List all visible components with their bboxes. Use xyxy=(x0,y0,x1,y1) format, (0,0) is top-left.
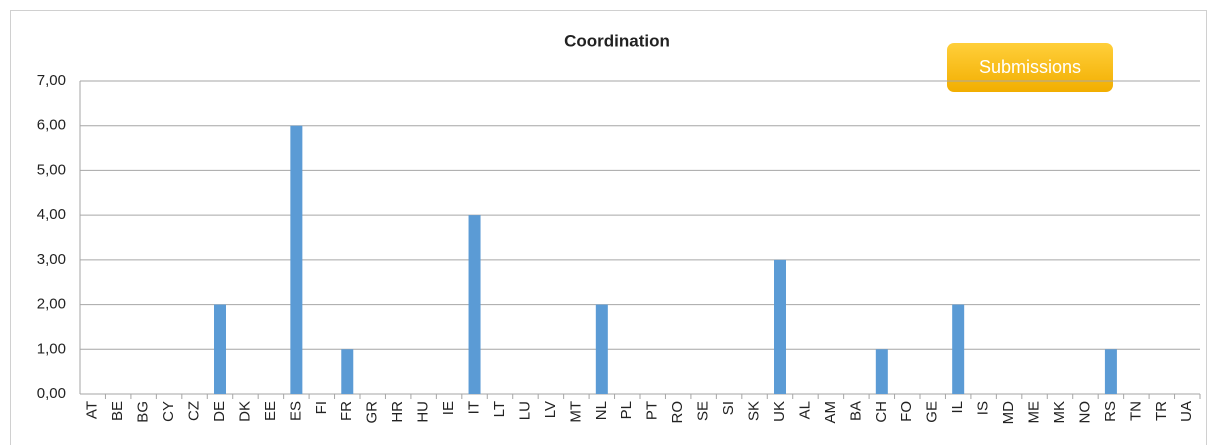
x-tick-label: NO xyxy=(1076,401,1093,424)
y-tick-label: 4,00 xyxy=(37,206,66,223)
bar xyxy=(875,349,888,394)
x-tick-label: CY xyxy=(160,401,177,422)
x-tick-label: ES xyxy=(287,401,304,421)
y-tick-label: 0,00 xyxy=(37,385,66,402)
x-tick-label: BA xyxy=(847,401,864,421)
x-tick-label: IE xyxy=(440,401,457,415)
x-tick-label: MD xyxy=(1000,401,1017,424)
x-tick-label: CH xyxy=(873,401,890,423)
x-tick-label: FI xyxy=(313,401,330,414)
x-tick-label: LU xyxy=(516,401,533,420)
bar xyxy=(952,304,965,394)
bar xyxy=(595,304,608,394)
bar xyxy=(468,215,481,394)
x-tick-label: SK xyxy=(746,401,763,421)
x-tick-label: SI xyxy=(720,401,737,415)
x-tick-label: BE xyxy=(109,401,126,421)
y-tick-label: 5,00 xyxy=(37,161,66,178)
button-label[interactable]: Submissions xyxy=(979,57,1081,77)
bar xyxy=(774,259,786,394)
x-tick-label: IS xyxy=(975,401,992,415)
x-tick-label: RS xyxy=(1102,401,1119,422)
bar xyxy=(1104,349,1117,394)
x-tick-label: MT xyxy=(567,401,584,423)
x-tick-label: DE xyxy=(211,401,228,422)
y-tick-label: 2,00 xyxy=(37,296,66,313)
x-tick-label: RO xyxy=(669,401,686,424)
y-tick-label: 1,00 xyxy=(37,340,66,357)
x-tick-label: FR xyxy=(338,401,355,421)
x-tick-label: CZ xyxy=(186,401,203,421)
bar xyxy=(290,125,303,394)
x-tick-label: HU xyxy=(415,401,432,423)
x-tick-label: EE xyxy=(262,401,279,421)
x-tick-label: DK xyxy=(236,401,253,422)
x-tick-label: GE xyxy=(924,401,941,423)
x-tick-label: LV xyxy=(542,401,559,418)
x-tick-label: HR xyxy=(389,401,406,423)
x-tick-label: UK xyxy=(771,401,788,422)
x-tick-label: TR xyxy=(1153,401,1170,421)
y-tick-label: 3,00 xyxy=(37,251,66,268)
x-tick-label: LT xyxy=(491,401,508,417)
x-tick-label: ME xyxy=(1026,401,1043,424)
x-tick-label: PL xyxy=(618,401,635,419)
bar xyxy=(214,304,226,394)
y-tick-label: 6,00 xyxy=(37,117,66,134)
button-background[interactable] xyxy=(947,43,1113,92)
x-tick-label: IT xyxy=(466,401,483,414)
x-tick-label: UA xyxy=(1178,401,1195,422)
x-tick-label: BG xyxy=(135,401,152,423)
x-tick-label: SE xyxy=(695,401,712,421)
x-tick-label: MK xyxy=(1051,401,1068,424)
x-tick-label: PT xyxy=(644,401,661,420)
x-tick-label: FO xyxy=(898,401,915,422)
x-tick-label: IL xyxy=(949,401,966,414)
y-tick-label: 7,00 xyxy=(37,72,66,89)
submissions-button[interactable]: Submissions xyxy=(947,43,1113,92)
x-tick-label: TN xyxy=(1127,401,1144,421)
x-tick-label: AL xyxy=(796,401,813,419)
x-tick-label: AT xyxy=(84,401,101,419)
bar xyxy=(341,349,354,394)
x-tick-label: GR xyxy=(364,401,381,424)
x-tick-label: AM xyxy=(822,401,839,424)
x-tick-label: NL xyxy=(593,401,610,420)
chart-title: Coordination xyxy=(564,31,670,50)
